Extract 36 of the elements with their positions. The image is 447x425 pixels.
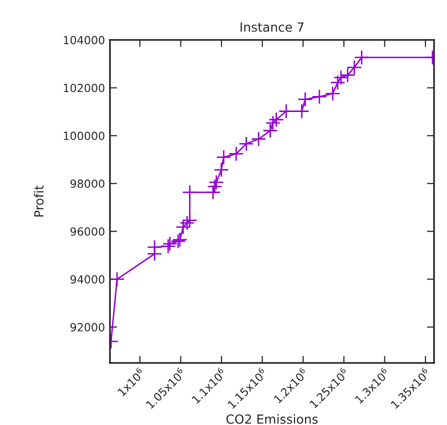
- point: [228, 146, 244, 162]
- chart-title: Instance 7: [240, 22, 304, 32]
- point: [207, 178, 222, 194]
- x-tick-label: 1.3x10$^{6}$: [353, 367, 390, 404]
- y-tick-label: 100000: [64, 132, 104, 140]
- x-tick-label: 1.05x10$^{6}$: [144, 367, 186, 409]
- point: [325, 86, 340, 102]
- point: [265, 115, 281, 131]
- y-tick-label: 98000: [70, 179, 104, 188]
- point: [298, 92, 313, 107]
- point: [216, 150, 232, 165]
- x-tick-label: 1.25x10$^{6}$: [308, 367, 350, 408]
- point: [333, 70, 349, 86]
- x-tick-label: 1.2x10$^{6}$: [272, 367, 308, 404]
- point: [180, 215, 195, 231]
- point: [250, 131, 266, 147]
- point: [262, 122, 278, 138]
- x-tick-label: 1x10$^{6}$: [116, 367, 146, 396]
- y-tick-label: 102000: [64, 84, 104, 92]
- point: [238, 136, 254, 152]
- y-tick-label: 94000: [70, 275, 104, 284]
- y-tick-label: 96000: [70, 227, 104, 236]
- point: [110, 272, 125, 287]
- point: [146, 240, 162, 255]
- x-tick-label: 1.35x10$^{6}$: [389, 367, 431, 409]
- y-tick-label: 92000: [70, 323, 104, 332]
- point: [205, 184, 221, 200]
- x-tick-label: 1.15x10$^{6}$: [226, 367, 268, 409]
- point: [214, 162, 229, 178]
- x-tick-label: 1.1x10$^{6}$: [190, 367, 227, 404]
- y-tick-label: 104000: [64, 36, 104, 44]
- point: [208, 174, 224, 190]
- point: [182, 184, 198, 200]
- x-axis-title: CO2 Emissions: [226, 414, 318, 424]
- y-axis-title: Profit: [34, 185, 44, 217]
- point: [312, 89, 328, 104]
